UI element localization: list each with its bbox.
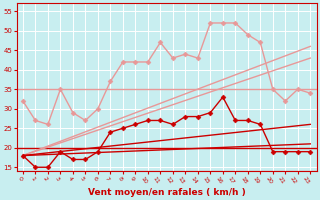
- X-axis label: Vent moyen/en rafales ( km/h ): Vent moyen/en rafales ( km/h ): [88, 188, 245, 197]
